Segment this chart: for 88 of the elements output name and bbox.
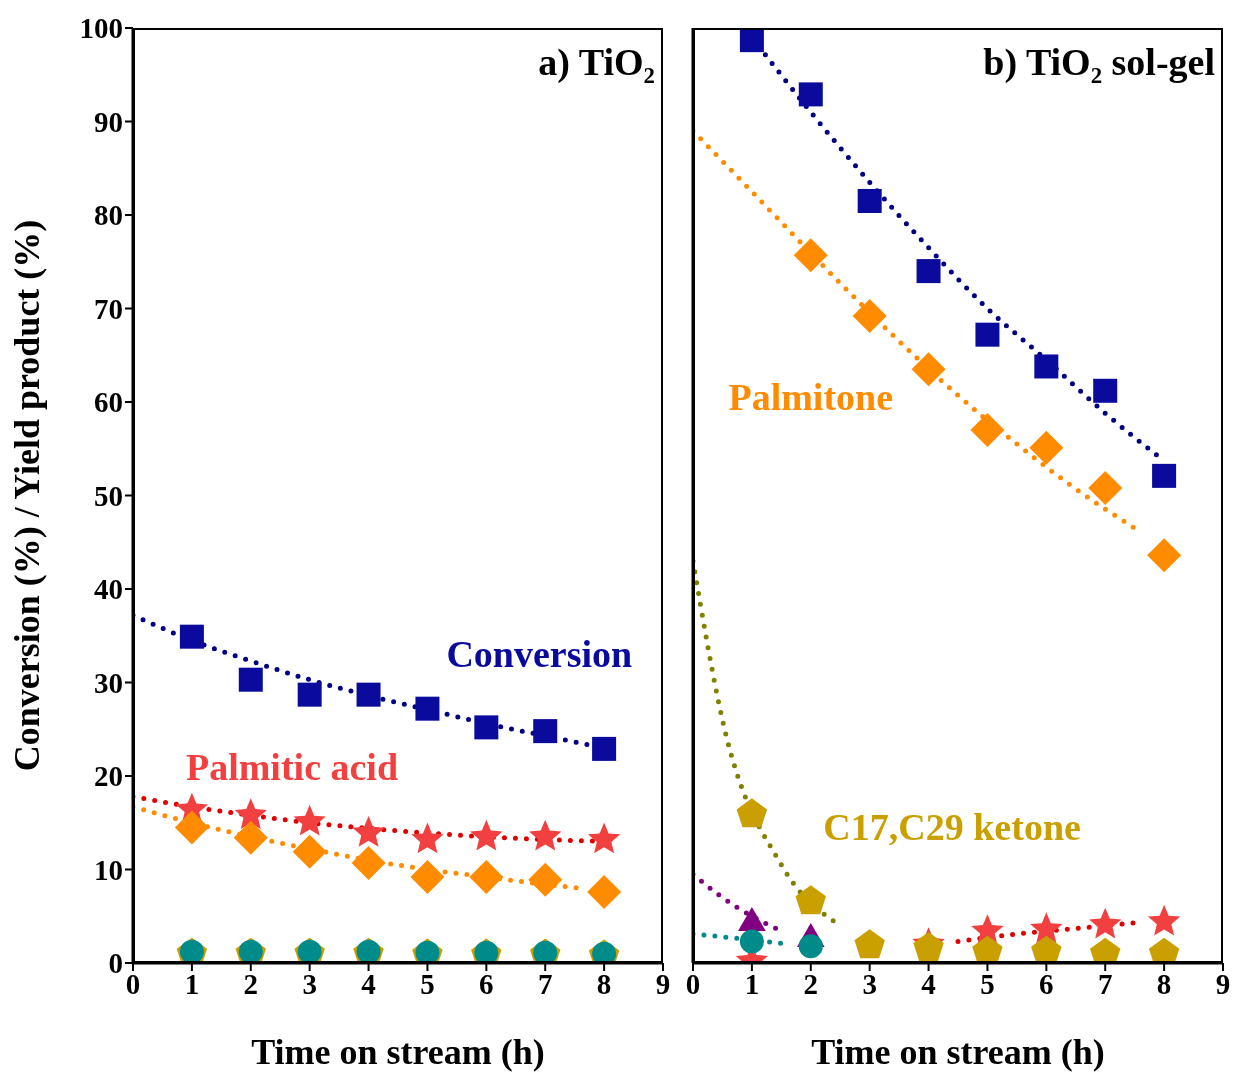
point xyxy=(970,413,1005,448)
point xyxy=(529,819,562,851)
point xyxy=(411,822,444,854)
point xyxy=(975,322,1000,347)
x-tick-label: 2 xyxy=(243,967,259,1000)
point xyxy=(293,804,326,836)
point xyxy=(474,715,499,740)
x-tick-label: 7 xyxy=(537,967,553,1000)
x-tick-label: 4 xyxy=(361,967,376,1000)
point xyxy=(410,859,445,894)
x-axis-title: Time on stream (h) xyxy=(811,1032,1105,1072)
y-tick-label: 100 xyxy=(79,12,123,45)
y-axis-title: Conversion (%) / Yield product (%) xyxy=(6,219,47,772)
point xyxy=(533,719,558,744)
x-tick-label: 7 xyxy=(1097,967,1113,1000)
point xyxy=(736,798,768,828)
y-tick-label: 70 xyxy=(94,292,123,325)
x-tick-label: 5 xyxy=(420,967,435,1000)
point xyxy=(469,859,504,894)
point xyxy=(174,810,209,845)
series-label: Conversion xyxy=(446,632,633,677)
point xyxy=(351,845,386,880)
x-tick-label: 8 xyxy=(596,967,612,1000)
point xyxy=(233,820,268,855)
point xyxy=(356,682,381,707)
point xyxy=(911,352,946,387)
point xyxy=(587,874,622,909)
point xyxy=(1147,904,1181,936)
x-tick-label: 3 xyxy=(862,967,877,1000)
x-tick-label: 9 xyxy=(1215,967,1231,1000)
point xyxy=(415,696,440,721)
point xyxy=(297,682,322,707)
point xyxy=(1029,430,1064,465)
y-tick-label: 50 xyxy=(94,479,123,512)
x-tick-label: 3 xyxy=(302,967,317,1000)
point xyxy=(1031,935,1062,963)
x-tick-label: 9 xyxy=(655,967,671,1000)
point xyxy=(798,82,823,107)
point xyxy=(1147,538,1182,573)
x-tick-label: 5 xyxy=(980,967,995,1000)
x-tick-label: 0 xyxy=(685,967,701,1000)
point xyxy=(739,28,764,53)
point xyxy=(352,816,385,847)
point xyxy=(470,819,503,851)
x-tick-label: 6 xyxy=(1039,967,1054,1000)
point xyxy=(854,929,885,959)
point xyxy=(798,934,823,959)
series-label: Palmitic acid xyxy=(185,744,399,789)
point xyxy=(1089,907,1122,939)
point xyxy=(238,667,263,692)
point xyxy=(234,798,267,830)
point xyxy=(1088,471,1123,506)
point xyxy=(1030,912,1063,944)
point xyxy=(1034,354,1059,379)
y-tick-label: 0 xyxy=(108,947,123,980)
point xyxy=(795,885,826,915)
x-tick-label: 6 xyxy=(479,967,494,1000)
x-tick-label: 1 xyxy=(744,967,760,1000)
point xyxy=(793,238,828,273)
point xyxy=(292,834,327,869)
y-tick-label: 60 xyxy=(94,386,123,419)
x-tick-label: 2 xyxy=(803,967,819,1000)
y-tick-label: 90 xyxy=(94,105,123,138)
y-tick-label: 20 xyxy=(94,760,123,793)
x-tick-label: 4 xyxy=(921,967,936,1000)
series-label: C17,C29 ketone xyxy=(823,805,1081,850)
point xyxy=(739,929,764,954)
point xyxy=(587,822,621,854)
y-tick-label: 80 xyxy=(94,199,123,232)
point xyxy=(852,298,887,333)
point xyxy=(528,862,563,897)
chart-title: a) TiO₂ xyxy=(538,40,655,84)
point xyxy=(1152,463,1177,488)
x-tick-label: 8 xyxy=(1156,967,1172,1000)
y-tick-label: 30 xyxy=(94,666,123,699)
point xyxy=(592,736,617,761)
point xyxy=(972,935,1003,963)
point xyxy=(1093,378,1118,403)
x-axis-title: Time on stream (h) xyxy=(251,1032,545,1072)
x-tick-label: 1 xyxy=(184,967,200,1000)
point xyxy=(857,188,882,213)
series-label: Palmitone xyxy=(728,375,894,420)
point xyxy=(179,624,204,649)
chart-title: b) TiO₂ sol-gel xyxy=(983,40,1215,84)
y-tick-label: 40 xyxy=(94,573,123,606)
point xyxy=(738,906,766,931)
point xyxy=(916,259,941,284)
y-tick-label: 10 xyxy=(94,853,123,886)
